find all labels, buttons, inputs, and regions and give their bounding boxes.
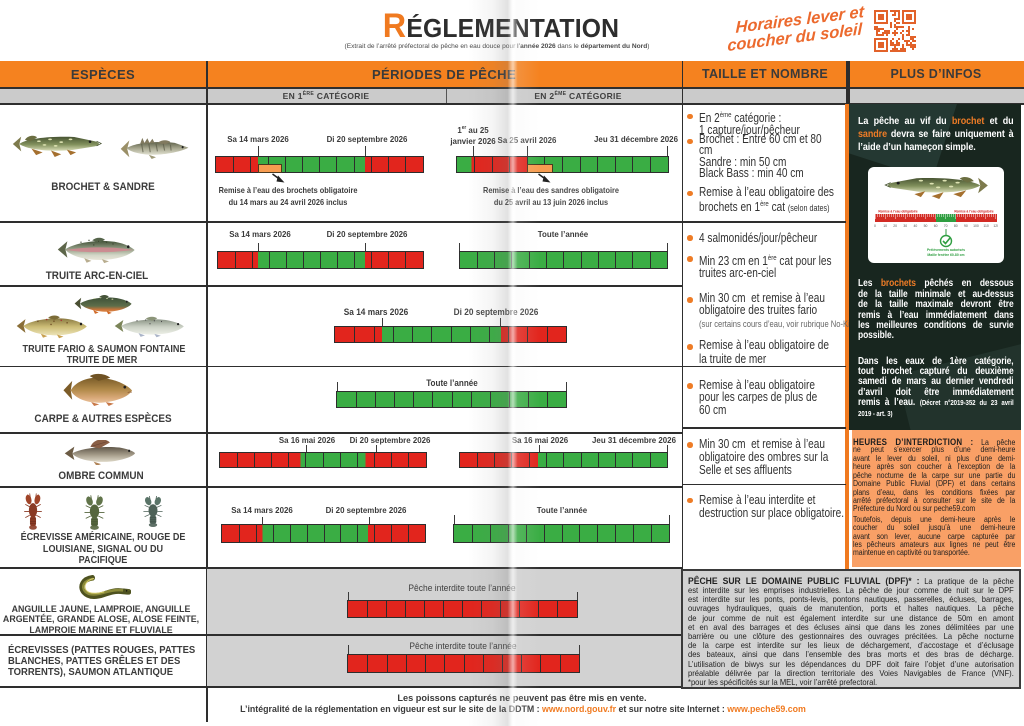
- svg-text:70: 70: [944, 224, 948, 228]
- svg-text:60: 60: [934, 224, 938, 228]
- svg-text:50: 50: [924, 224, 928, 228]
- svg-text:Prélèvements autorisés: Prélèvements autorisés: [927, 248, 965, 252]
- svg-text:80: 80: [954, 224, 958, 228]
- svg-text:100: 100: [973, 224, 979, 228]
- svg-text:40: 40: [914, 224, 918, 228]
- svg-text:110: 110: [983, 224, 989, 228]
- svg-text:10: 10: [883, 224, 887, 228]
- svg-text:Remise à l’eau obligatoire: Remise à l’eau obligatoire: [954, 210, 994, 214]
- svg-text:30: 30: [903, 224, 907, 228]
- svg-text:Remise à l’eau obligatoire: Remise à l’eau obligatoire: [878, 210, 918, 214]
- svg-text:20: 20: [893, 224, 897, 228]
- svg-text:0: 0: [874, 224, 876, 228]
- svg-text:Maille fenêtre 60-80 cm: Maille fenêtre 60-80 cm: [927, 253, 964, 257]
- svg-text:120: 120: [993, 224, 998, 228]
- svg-text:90: 90: [964, 224, 968, 228]
